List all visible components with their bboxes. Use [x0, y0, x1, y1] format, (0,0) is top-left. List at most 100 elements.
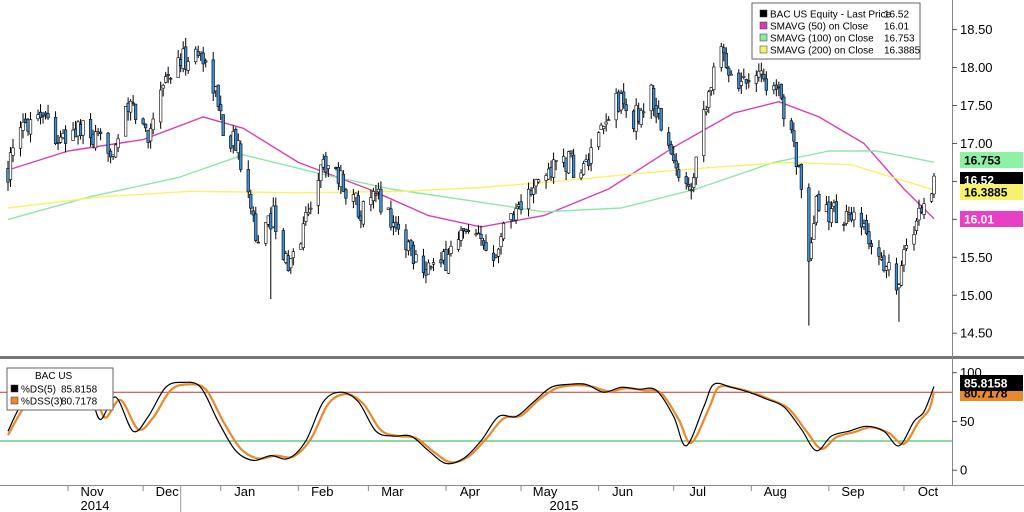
candle-body — [501, 223, 506, 240]
candle-body — [847, 212, 851, 215]
candle-body — [254, 213, 258, 241]
osc-y-tick-label: 50 — [960, 414, 974, 429]
x-month-label: Sep — [841, 484, 864, 499]
price-y-tick-label: 18.50 — [960, 22, 993, 37]
candle-body — [912, 234, 916, 245]
osc-legend-swatch — [10, 384, 19, 393]
candle-body — [81, 120, 85, 136]
price-legend-swatch — [759, 21, 768, 30]
candle-body — [742, 76, 746, 78]
price-legend-swatch — [759, 45, 768, 54]
candle-body — [922, 203, 926, 215]
candle-body — [514, 208, 518, 221]
candle-body — [184, 46, 188, 70]
candle-body — [88, 119, 93, 138]
price-legend-label: SMAVG (50) on Close — [770, 22, 869, 33]
price-y-tick-label: 18.00 — [960, 60, 993, 75]
candle-body — [572, 154, 576, 179]
candle-body — [53, 117, 58, 144]
candle-body — [414, 254, 418, 263]
x-month-label: Oct — [918, 484, 939, 499]
candle-body — [356, 195, 360, 218]
candle-body — [409, 240, 413, 249]
candle-body — [604, 121, 608, 125]
candle-body — [326, 165, 330, 169]
candle-body — [877, 247, 881, 257]
candle-body — [914, 220, 919, 232]
x-month-label: Apr — [460, 484, 481, 499]
candle-body — [724, 53, 728, 68]
candle-body — [689, 189, 693, 192]
candle-body — [176, 57, 180, 78]
candle-body — [474, 233, 478, 236]
candle-body — [264, 222, 268, 244]
candle-body — [882, 255, 886, 271]
candle-body — [93, 131, 98, 149]
candle-body — [116, 138, 120, 149]
candle-body — [151, 118, 155, 130]
candle-body — [762, 74, 766, 80]
candle-body — [494, 255, 498, 258]
candle-body — [894, 263, 899, 291]
candle-body — [899, 265, 904, 286]
osc-value-badge — [960, 375, 1023, 391]
candle-body — [534, 179, 538, 187]
x-month-label: Jul — [689, 484, 706, 499]
candle-body — [304, 212, 308, 222]
candle-body — [496, 248, 501, 257]
candle-body — [21, 121, 25, 131]
candle-body — [196, 51, 200, 56]
candle-body — [932, 175, 936, 195]
candle-body — [569, 150, 573, 154]
candle-body — [674, 160, 678, 169]
candle-body — [812, 223, 816, 240]
x-month-label: Mar — [381, 484, 404, 499]
candle-body — [864, 220, 869, 234]
candle-body — [341, 173, 345, 192]
candle-body — [28, 119, 33, 135]
candle-body — [211, 59, 215, 94]
candle-body — [684, 176, 688, 184]
candle-body — [817, 194, 821, 211]
osc-value-badge-text: 85.8158 — [964, 377, 1008, 391]
candle-body — [737, 72, 741, 89]
price-value-badge-text: 16.01 — [964, 213, 994, 227]
candle-body — [624, 104, 628, 112]
candle-body — [159, 89, 163, 123]
candle-body — [301, 223, 305, 248]
candle-body — [219, 104, 223, 112]
price-legend-label: SMAVG (200) on Close — [770, 46, 874, 57]
candle-body — [144, 123, 148, 129]
candle-body — [124, 106, 128, 137]
candle-body — [867, 231, 871, 245]
candle-body — [309, 207, 313, 210]
candle-body — [166, 74, 170, 77]
candle-body — [216, 84, 220, 107]
price-value-badge — [960, 152, 1023, 168]
candle-body — [764, 78, 768, 91]
candle-body — [161, 84, 165, 89]
price-legend-swatch — [759, 9, 768, 18]
candle-body — [361, 201, 365, 225]
candle-body — [799, 163, 803, 190]
candle-body — [589, 147, 593, 164]
candle-body — [807, 187, 811, 262]
x-month-label: Jun — [612, 484, 633, 499]
candle-body — [692, 177, 696, 188]
price-legend-value: 16.52 — [884, 10, 909, 21]
osc-legend-value: 85.8158 — [61, 385, 98, 396]
candle-body — [106, 132, 110, 154]
candle-body — [459, 230, 463, 241]
candle-body — [642, 111, 646, 114]
candle-body — [289, 258, 293, 269]
candle-body — [582, 163, 586, 175]
price-legend-value: 16.01 — [884, 22, 909, 33]
candle-body — [536, 179, 541, 183]
candle-body — [622, 91, 626, 105]
candle-body — [431, 262, 436, 265]
price-y-tick-label: 17.00 — [960, 136, 993, 151]
candle-body — [221, 114, 225, 136]
candle-body — [602, 126, 606, 130]
candle-body — [426, 262, 431, 275]
candle-body — [597, 132, 601, 148]
